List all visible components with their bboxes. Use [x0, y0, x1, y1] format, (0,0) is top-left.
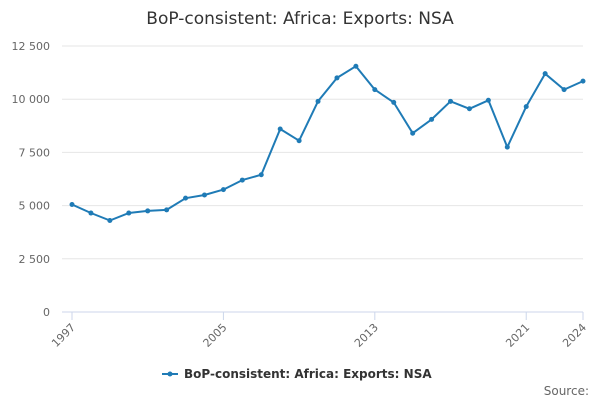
x-tick-label: 2013 [352, 321, 381, 350]
chart-title: BoP-consistent: Africa: Exports: NSA [146, 9, 454, 29]
data-point [164, 207, 170, 213]
source-label: Source: [544, 384, 589, 398]
x-axis-ticks: 1997 2005 2013 2021 2024 [49, 312, 589, 350]
data-point [561, 87, 567, 93]
data-point [485, 97, 491, 103]
data-point [580, 78, 586, 84]
data-point [107, 217, 113, 223]
y-tick-label: 0 [43, 306, 50, 319]
series-line [71, 65, 584, 222]
data-point [353, 63, 359, 69]
y-tick-label: 2 500 [19, 253, 51, 266]
data-point [448, 98, 454, 104]
data-point [88, 210, 94, 216]
series-group [69, 63, 586, 223]
data-point [126, 210, 132, 216]
data-point [183, 195, 189, 201]
x-tick-label: 2021 [503, 321, 532, 350]
data-point [542, 71, 548, 77]
data-point [145, 208, 151, 214]
data-point [277, 126, 283, 132]
y-tick-label: 12 500 [12, 40, 51, 53]
data-point [258, 172, 264, 178]
data-point [315, 98, 321, 104]
data-point [466, 106, 472, 112]
data-point [391, 99, 397, 105]
legend-series-label[interactable]: BoP-consistent: Africa: Exports: NSA [184, 367, 432, 381]
data-point [410, 130, 416, 136]
data-point [429, 116, 435, 122]
x-tick-label: 1997 [49, 321, 78, 350]
data-point [220, 187, 226, 193]
legend[interactable]: BoP-consistent: Africa: Exports: NSA [162, 367, 432, 381]
data-point [201, 192, 207, 198]
legend-series-marker [167, 371, 173, 377]
y-tick-label: 10 000 [12, 93, 51, 106]
data-point [69, 202, 75, 208]
x-tick-label: 2024 [560, 321, 589, 350]
data-point [296, 138, 302, 144]
data-point [504, 144, 510, 150]
y-tick-label: 7 500 [19, 146, 51, 159]
x-tick-label: 2005 [201, 321, 230, 350]
y-tick-label: 5 000 [19, 200, 51, 213]
data-point [523, 104, 529, 110]
data-point [372, 87, 378, 93]
gridlines [62, 45, 583, 260]
data-point [239, 177, 245, 183]
y-axis-ticks: 0 2 500 5 000 7 500 10 000 12 500 [12, 40, 51, 319]
data-point [334, 75, 340, 81]
